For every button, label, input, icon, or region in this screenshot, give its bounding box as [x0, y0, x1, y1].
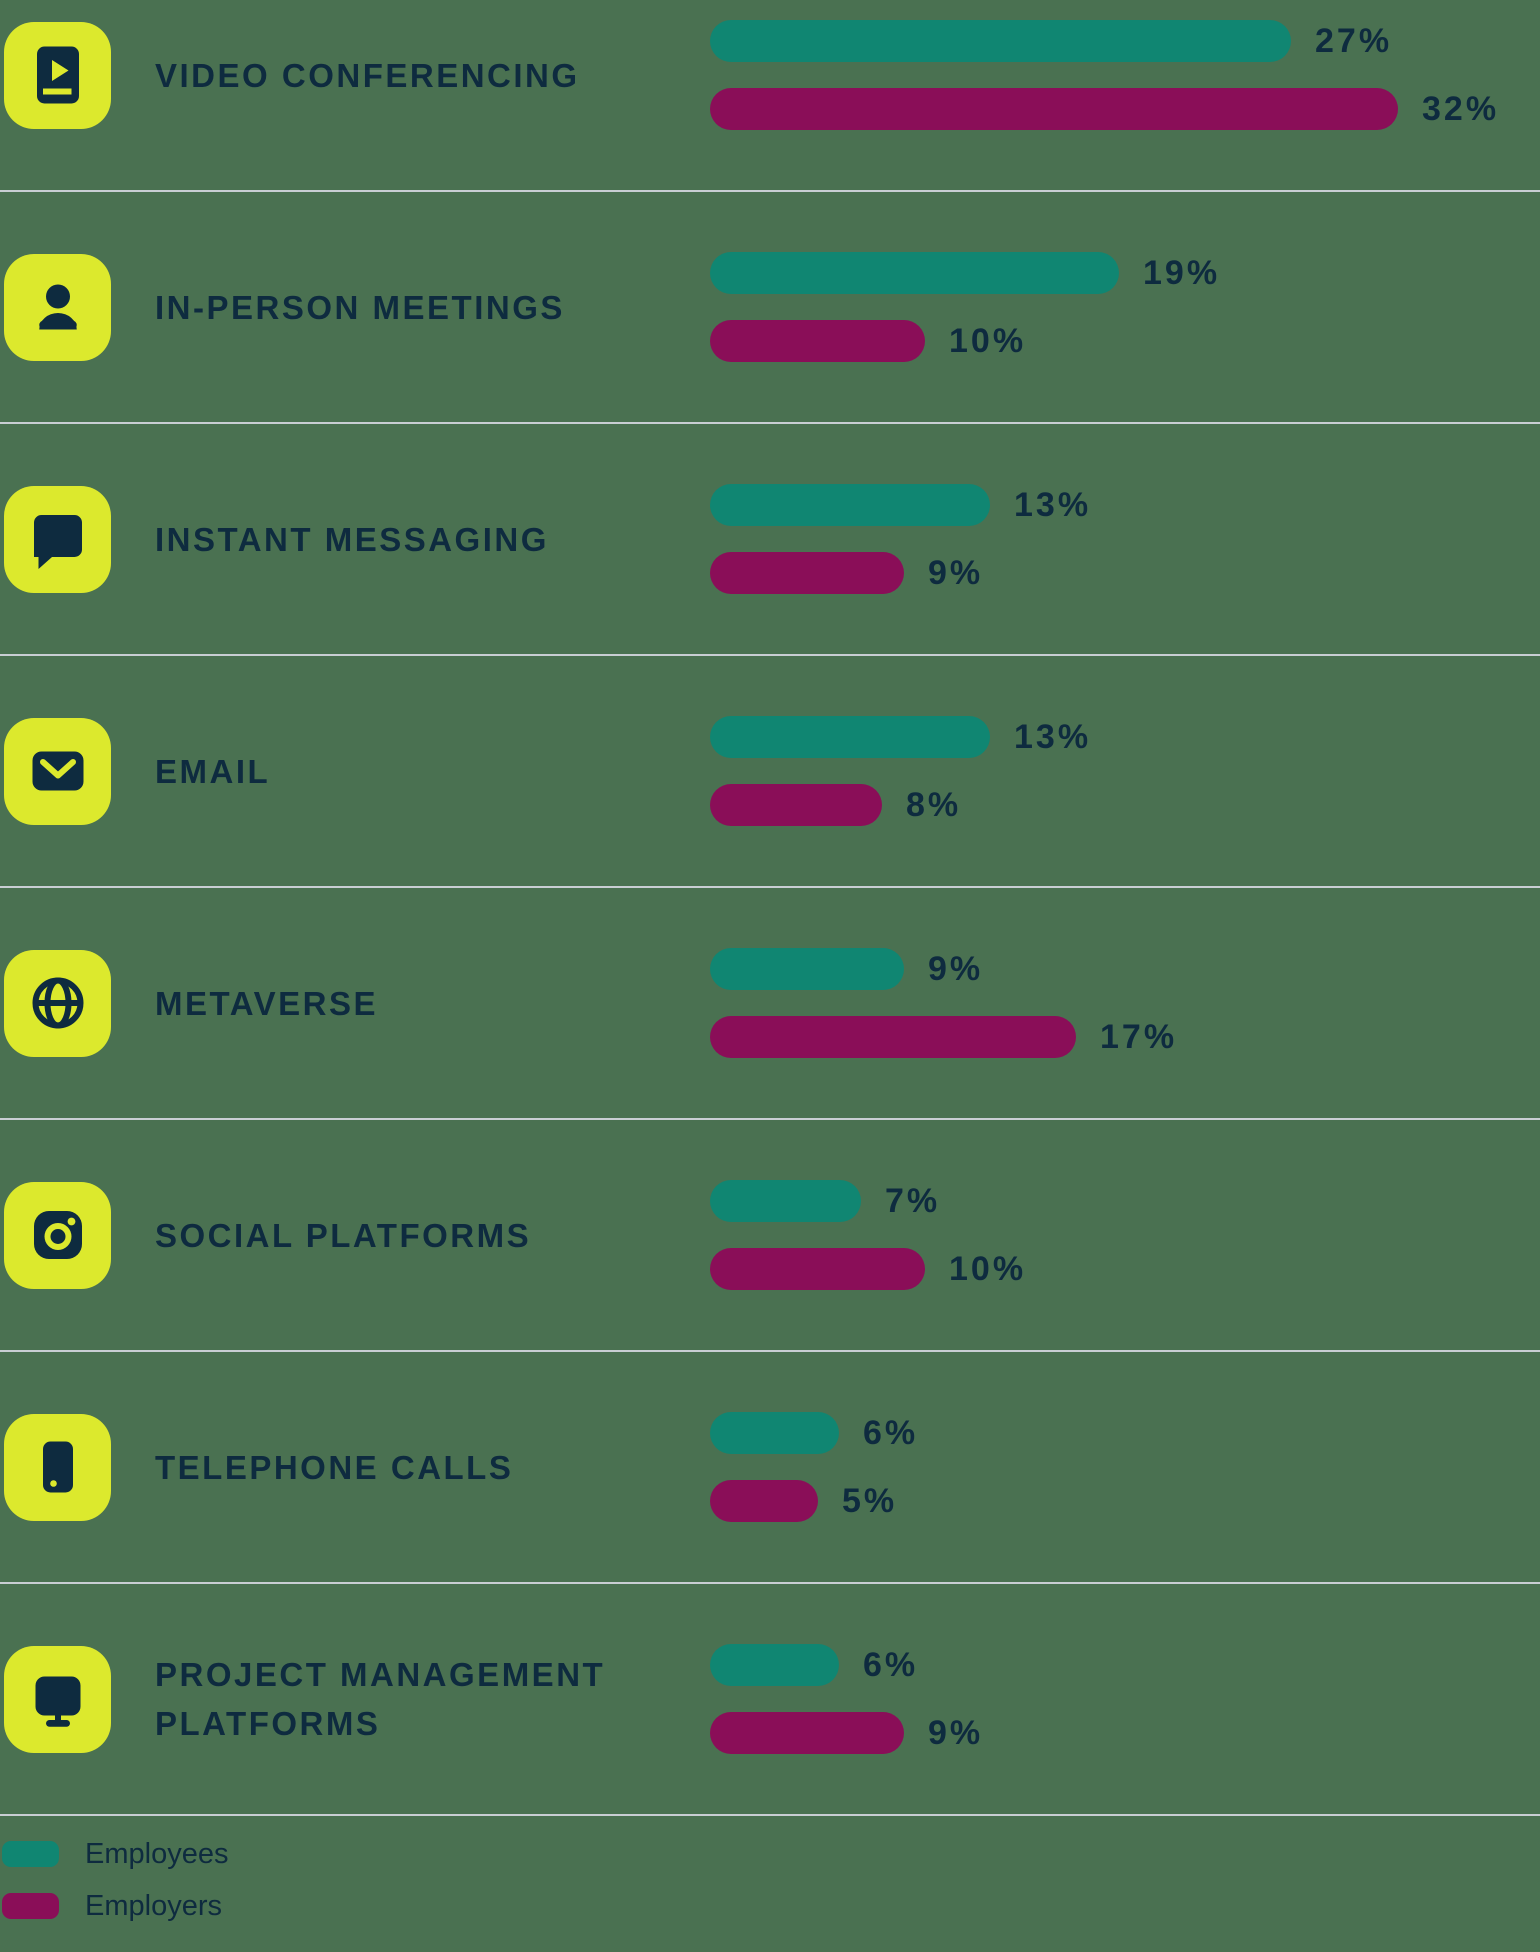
- camera-icon: [33, 1211, 82, 1259]
- employers-bar-line: 8%: [710, 784, 1540, 826]
- employers-bar-line: 5%: [710, 1480, 1540, 1522]
- bar-group: 9% 17%: [710, 948, 1540, 1058]
- employers-bar: [710, 320, 925, 362]
- employers-value-label: 10%: [949, 1249, 1027, 1288]
- row-in-person-meetings: IN-PERSON MEETINGS 19% 10%: [0, 192, 1540, 424]
- bar-group: 13% 8%: [710, 716, 1540, 826]
- employees-value-label: 6%: [863, 1645, 919, 1684]
- employers-value-label: 32%: [1422, 89, 1500, 128]
- row-social-platforms: SOCIAL PLATFORMS 7% 10%: [0, 1120, 1540, 1352]
- legend: Employees Employers: [2, 1838, 1540, 1922]
- employees-value-label: 7%: [885, 1181, 941, 1220]
- employers-bar: [710, 1016, 1076, 1058]
- employees-bar: [710, 1644, 839, 1686]
- employers-bar: [710, 552, 904, 594]
- employers-bar-line: 9%: [710, 1712, 1540, 1754]
- envelope-icon: [4, 717, 111, 825]
- employees-bar: [710, 484, 990, 526]
- employees-bar-line: 7%: [710, 1180, 1540, 1222]
- row-instant-messaging: INSTANT MESSAGING 13% 9%: [0, 424, 1540, 656]
- employees-bar-line: 13%: [710, 716, 1540, 758]
- person-icon: [38, 284, 77, 330]
- category-label: METAVERSE: [155, 984, 378, 1022]
- category-label: VIDEO CONFERENCING: [155, 56, 580, 94]
- employees-bar: [710, 20, 1291, 62]
- employees-bar: [710, 1180, 861, 1222]
- employers-bar-line: 9%: [710, 552, 1540, 594]
- bar-group: 6% 9%: [710, 1644, 1540, 1754]
- employees-value-label: 13%: [1014, 717, 1092, 756]
- video-book-icon: [4, 21, 111, 129]
- envelope-icon: [32, 751, 83, 791]
- chat-bubble-icon: [33, 515, 82, 569]
- monitor-icon: [35, 1676, 80, 1727]
- employers-value-label: 10%: [949, 321, 1027, 360]
- employees-bar-line: 19%: [710, 252, 1540, 294]
- employers-bar-line: 10%: [710, 1248, 1540, 1290]
- globe-icon: [32, 977, 83, 1029]
- employees-swatch: [2, 1841, 59, 1867]
- row-project-management-platforms: PROJECT MANAGEMENT PLATFORMS 6% 9%: [0, 1584, 1540, 1816]
- employers-value-label: 17%: [1100, 1017, 1178, 1056]
- legend-label: Employees: [85, 1837, 229, 1870]
- row-telephone-calls: TELEPHONE CALLS 6% 5%: [0, 1352, 1540, 1584]
- employers-value-label: 5%: [842, 1481, 898, 1520]
- employers-bar: [710, 1712, 904, 1754]
- bar-group: 6% 5%: [710, 1412, 1540, 1522]
- employees-value-label: 13%: [1014, 485, 1092, 524]
- employers-value-label: 9%: [928, 1713, 984, 1752]
- camera-icon: [4, 1181, 111, 1289]
- category-label: EMAIL: [155, 752, 271, 790]
- employees-bar-line: 6%: [710, 1412, 1540, 1454]
- employers-bar-line: 32%: [710, 88, 1540, 130]
- bar-group: 7% 10%: [710, 1180, 1540, 1290]
- employees-bar: [710, 1412, 839, 1454]
- phone-icon: [42, 1441, 73, 1493]
- employers-bar-line: 17%: [710, 1016, 1540, 1058]
- employers-bar: [710, 784, 882, 826]
- legend-item-employers: Employers: [2, 1890, 1540, 1922]
- employers-bar: [710, 1248, 925, 1290]
- employees-value-label: 9%: [928, 949, 984, 988]
- employers-value-label: 9%: [928, 553, 984, 592]
- employers-swatch: [2, 1893, 59, 1919]
- employers-bar-line: 10%: [710, 320, 1540, 362]
- employees-bar: [710, 252, 1119, 294]
- chat-bubble-icon: [4, 485, 111, 593]
- row-email: EMAIL 13% 8%: [0, 656, 1540, 888]
- employees-value-label: 27%: [1315, 21, 1393, 60]
- phone-icon: [4, 1413, 111, 1521]
- bar-group: 19% 10%: [710, 252, 1540, 362]
- globe-icon: [4, 949, 111, 1057]
- category-label: PROJECT MANAGEMENT PLATFORMS: [155, 1656, 606, 1742]
- legend-label: Employers: [85, 1889, 222, 1922]
- employers-value-label: 8%: [906, 785, 962, 824]
- category-label: TELEPHONE CALLS: [155, 1448, 514, 1486]
- video-book-icon: [36, 46, 79, 104]
- employees-bar-line: 27%: [710, 20, 1540, 62]
- category-label: SOCIAL PLATFORMS: [155, 1216, 532, 1254]
- employees-bar: [710, 948, 904, 990]
- employers-bar: [710, 88, 1398, 130]
- legend-item-employees: Employees: [2, 1838, 1540, 1870]
- row-metaverse: METAVERSE 9% 17%: [0, 888, 1540, 1120]
- row-video-conferencing: VIDEO CONFERENCING 27% 32%: [0, 0, 1540, 192]
- employees-value-label: 19%: [1143, 253, 1221, 292]
- employees-bar-line: 13%: [710, 484, 1540, 526]
- category-label: IN-PERSON MEETINGS: [155, 288, 565, 326]
- employers-bar: [710, 1480, 818, 1522]
- monitor-icon: [4, 1645, 111, 1753]
- bar-group: 27% 32%: [710, 20, 1540, 130]
- bar-group: 13% 9%: [710, 484, 1540, 594]
- category-label: INSTANT MESSAGING: [155, 520, 549, 558]
- person-icon: [4, 253, 111, 361]
- employees-bar-line: 6%: [710, 1644, 1540, 1686]
- employees-bar-line: 9%: [710, 948, 1540, 990]
- employees-bar: [710, 716, 990, 758]
- employees-value-label: 6%: [863, 1413, 919, 1452]
